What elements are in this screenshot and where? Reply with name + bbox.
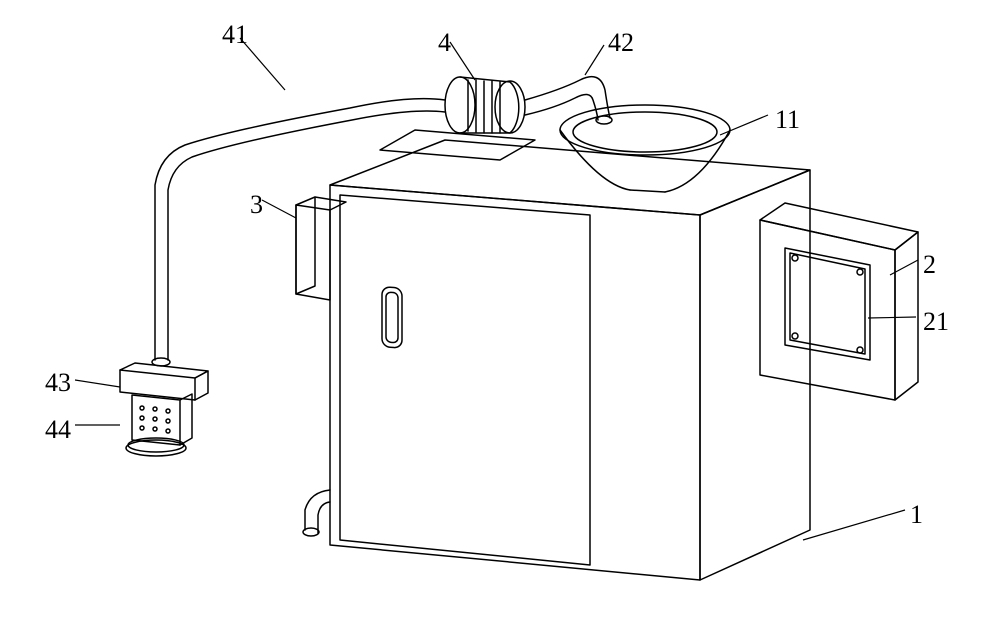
main-body (330, 140, 810, 580)
technical-diagram (0, 0, 1000, 631)
label-1: 1 (910, 500, 923, 530)
filter-basket-44 (126, 394, 192, 456)
leader-11 (720, 115, 768, 135)
leader-21 (868, 317, 916, 318)
drain-elbow (303, 490, 330, 536)
funnel-11 (560, 105, 730, 192)
leader-3 (262, 200, 296, 218)
leader-42 (585, 45, 604, 75)
label-3: 3 (250, 190, 263, 220)
left-box-3 (296, 197, 346, 300)
label-11: 11 (775, 105, 800, 135)
front-door (340, 195, 590, 565)
label-2: 2 (923, 250, 936, 280)
label-42: 42 (608, 28, 634, 58)
label-4: 4 (438, 28, 451, 58)
motor-4 (380, 77, 612, 160)
leader-4 (450, 42, 475, 80)
right-box-2 (760, 203, 918, 400)
leader-1 (803, 510, 905, 540)
label-21: 21 (923, 307, 949, 337)
leader-2 (890, 260, 918, 275)
label-44: 44 (45, 415, 71, 445)
label-41: 41 (222, 20, 248, 50)
leader-43 (75, 380, 120, 387)
label-43: 43 (45, 368, 71, 398)
